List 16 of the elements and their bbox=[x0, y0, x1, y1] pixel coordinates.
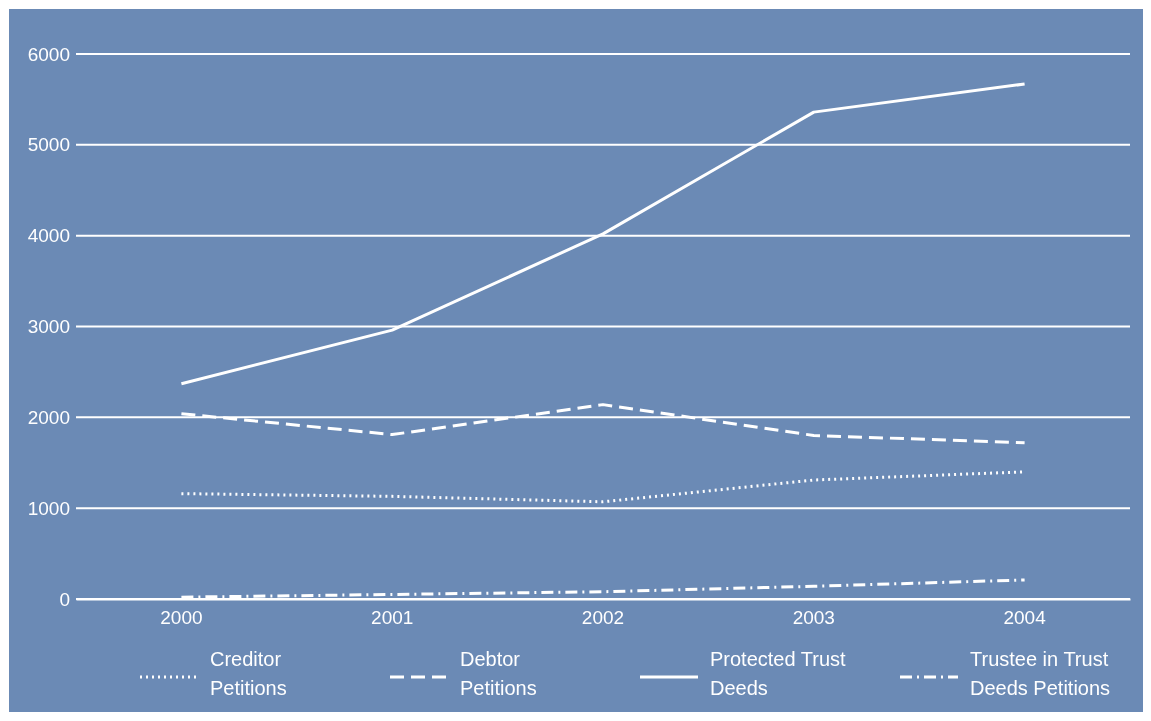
legend-label: Protected Trust Deeds bbox=[710, 648, 847, 699]
y-tick-label: 2000 bbox=[27, 406, 70, 428]
y-tick-label: 0 bbox=[59, 588, 70, 610]
x-tick-label: 2002 bbox=[581, 607, 625, 629]
y-tick-label: 4000 bbox=[27, 225, 70, 247]
x-tick-label: 2001 bbox=[371, 607, 414, 629]
y-tick-label: 5000 bbox=[27, 134, 70, 156]
legend-label: Trustee in Trust Deeds Petitions bbox=[970, 648, 1111, 699]
legend-label: Debtor Petitions bbox=[460, 648, 537, 699]
x-tick-label: 2004 bbox=[1003, 607, 1047, 629]
x-tick-label: 2000 bbox=[160, 607, 203, 629]
legend-label: Creditor Petitions bbox=[210, 648, 287, 699]
y-tick-label: 6000 bbox=[27, 43, 70, 65]
x-tick-label: 2003 bbox=[792, 607, 835, 629]
y-tick-label: 1000 bbox=[27, 497, 70, 519]
y-tick-label: 3000 bbox=[27, 316, 70, 338]
